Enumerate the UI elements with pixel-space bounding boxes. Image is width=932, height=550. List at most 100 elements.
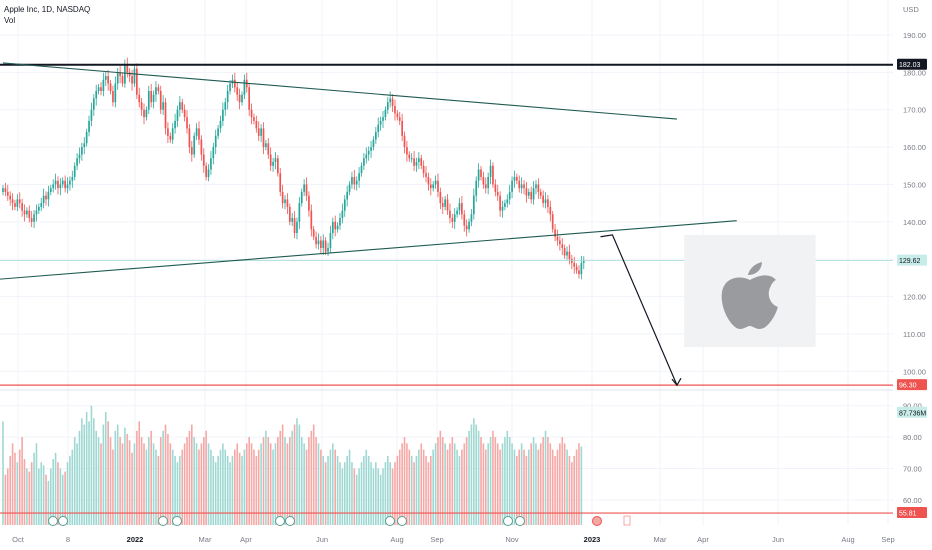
candle-body: [107, 76, 110, 84]
candle-body: [535, 184, 537, 189]
volume-bar: [484, 449, 487, 525]
candle-body: [162, 102, 164, 110]
volume-bar: [269, 443, 272, 525]
candle-body: [396, 113, 399, 118]
candle-body: [374, 132, 377, 140]
candle-body: [504, 203, 506, 207]
volume-bar: [23, 459, 26, 525]
volume-bar: [441, 437, 444, 525]
volume-bar: [499, 449, 501, 525]
volume-bar: [167, 433, 169, 525]
x-axis-tick-label: 2023: [584, 535, 601, 544]
candle-body: [11, 199, 14, 204]
candle-body: [293, 218, 296, 234]
volume-bar: [200, 443, 203, 525]
volume-bar: [298, 424, 301, 525]
candle-body: [542, 195, 544, 204]
volume-bar: [145, 449, 148, 525]
volume-bar: [159, 437, 162, 525]
candle-body: [233, 79, 236, 88]
candles: [2, 57, 585, 280]
volume-bar: [191, 424, 193, 525]
volume-bar: [554, 455, 556, 525]
candle-body: [183, 109, 186, 118]
candle-body: [372, 139, 375, 148]
candle-body: [341, 210, 344, 219]
candle-body: [463, 214, 466, 226]
candle-body: [508, 191, 511, 200]
volume-value-tag: 87.736M: [897, 406, 927, 418]
volume-bar: [11, 443, 14, 525]
candle-body: [188, 128, 191, 148]
volume-bar: [482, 443, 485, 525]
volume-bar: [420, 443, 423, 525]
candle-body: [324, 240, 327, 252]
candle-body: [317, 240, 320, 245]
volume-bar: [289, 437, 291, 525]
candle-body: [451, 218, 454, 222]
candle-body: [559, 240, 561, 245]
candle-body: [578, 270, 580, 275]
volume-bar: [169, 443, 172, 525]
resistance-price-tag-text: 182.03: [899, 62, 921, 69]
volume-bar: [114, 430, 117, 525]
volume-bar: [16, 462, 19, 525]
candle-body: [140, 102, 143, 110]
volume-bar: [35, 443, 38, 525]
volume-bar: [403, 437, 406, 525]
candle-body: [243, 79, 246, 95]
volume-bar: [279, 430, 282, 525]
x-axis-tick-label: Apr: [697, 535, 709, 544]
candle-body: [563, 247, 566, 256]
volume-bar: [578, 443, 580, 525]
volume-bar: [370, 462, 372, 525]
volume-bar: [61, 474, 64, 525]
candle-body: [492, 165, 494, 185]
candle-body: [42, 195, 45, 204]
candle-body: [568, 251, 571, 260]
price-axis-tick-label: 170.00: [903, 106, 926, 115]
volume-bar: [33, 452, 35, 525]
volume-bar: [131, 452, 133, 525]
volume-bar: [544, 430, 547, 525]
candle-body: [549, 206, 552, 215]
volume-bar: [341, 468, 344, 525]
candle-body: [69, 180, 71, 185]
candle-body: [520, 184, 523, 189]
volume-bar: [343, 462, 346, 525]
candle-body: [453, 214, 456, 222]
x-axis-tick-label: Oct: [12, 535, 25, 544]
candle-body: [336, 225, 339, 230]
candle-body: [200, 139, 203, 155]
x-axis-tick-label: Sep: [430, 535, 443, 544]
candle-body: [250, 109, 253, 118]
volume-bar: [456, 449, 458, 525]
earnings-marker-icon: [172, 516, 182, 526]
volume-bar: [97, 437, 100, 525]
volume-bar: [186, 437, 188, 525]
candle-body: [573, 262, 576, 267]
volume-bar: [535, 443, 537, 525]
volume-bar: [104, 411, 107, 525]
dividend-marker-icon: [503, 516, 513, 526]
resistance-price-tag-bg: [897, 58, 927, 70]
volume-bar: [140, 437, 143, 525]
candle-body: [379, 120, 382, 125]
chart-title: Apple Inc, 1D, NASDAQ: [4, 5, 91, 14]
candle-body: [272, 162, 274, 166]
volume-bar: [222, 443, 224, 525]
candle-body: [152, 94, 155, 103]
volume-bar: [176, 462, 179, 525]
candle-body: [28, 210, 31, 219]
volume-bar: [551, 449, 554, 525]
volume-reference-tag-bg: [897, 507, 927, 519]
candle-body: [186, 117, 188, 129]
candle-body: [114, 83, 117, 103]
candle-body: [320, 240, 322, 248]
target-price-tag-text: 96.30: [899, 383, 917, 390]
candle-body: [329, 233, 332, 248]
candle-body: [551, 214, 554, 230]
volume-bar: [181, 449, 184, 525]
